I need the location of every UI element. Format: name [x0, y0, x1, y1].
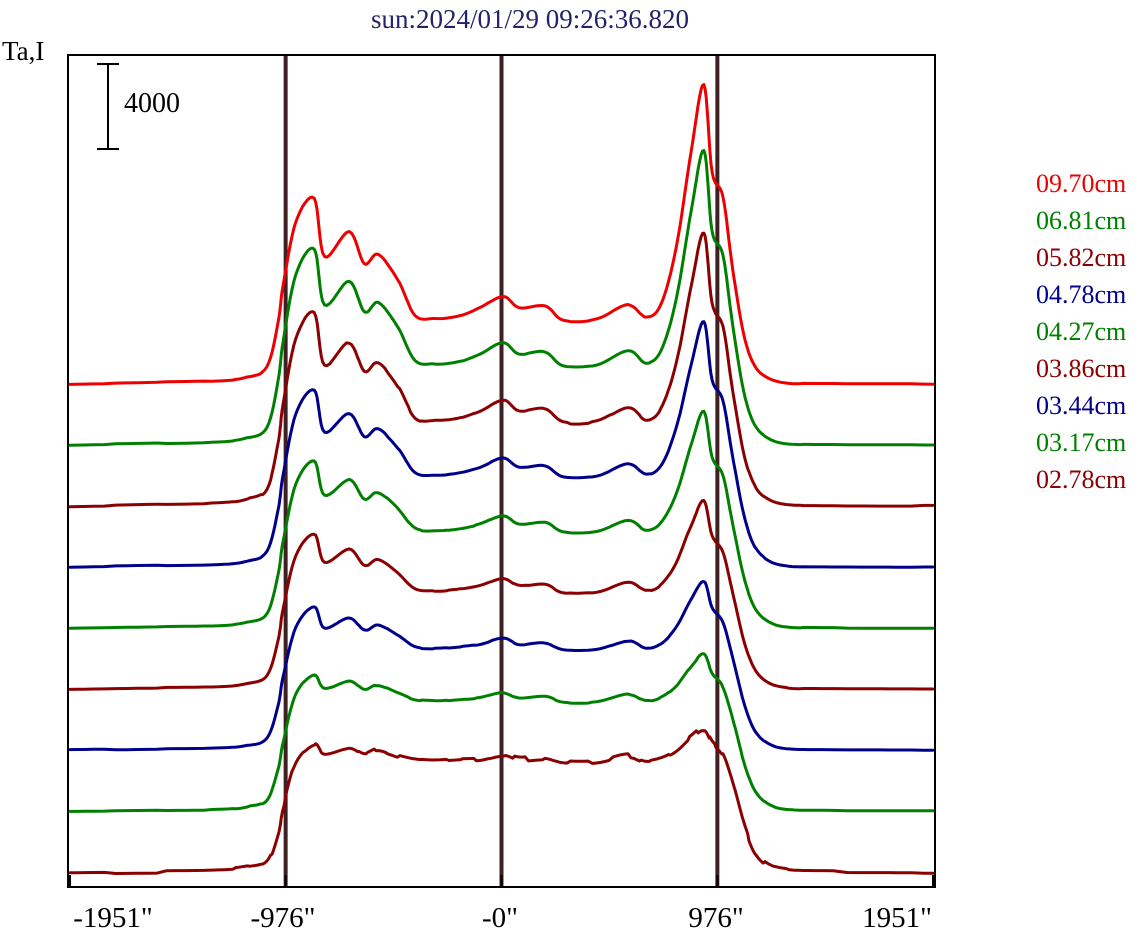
- series-curve-03.17cm: [68, 652, 935, 813]
- series-curve-04.78cm: [68, 320, 935, 569]
- legend-item-02.78cm: 02.78cm: [1036, 465, 1127, 494]
- x-tick-label--1951: -1951": [73, 902, 153, 934]
- series-curve-06.81cm: [68, 149, 935, 447]
- x-tick-label--976: -976": [250, 902, 316, 934]
- x-tick-label-976: 976": [688, 902, 744, 934]
- series-curve-02.78cm: [68, 729, 935, 875]
- x-tick-label-0: -0": [482, 902, 518, 934]
- x-tick-label-1951: 1951": [862, 902, 932, 934]
- chart-title: sun:2024/01/29 09:26:36.820: [370, 4, 689, 34]
- series-curve-04.27cm: [68, 409, 935, 630]
- legend-item-03.44cm: 03.44cm: [1036, 391, 1127, 420]
- y-axis-label: Ta,I: [2, 36, 45, 66]
- legend-item-09.70cm: 09.70cm: [1036, 169, 1127, 198]
- legend-item-03.86cm: 03.86cm: [1036, 354, 1127, 383]
- series-curve-03.44cm: [68, 580, 935, 752]
- series-curve-03.86cm: [68, 499, 935, 691]
- series-curve-09.70cm: [68, 83, 935, 386]
- scale-bar-value-label: 4000: [124, 88, 180, 119]
- legend-item-04.27cm: 04.27cm: [1036, 317, 1127, 346]
- legend-item-05.82cm: 05.82cm: [1036, 243, 1127, 272]
- plot-frame: [67, 54, 936, 888]
- series-curve-05.82cm: [68, 231, 935, 509]
- legend-item-03.17cm: 03.17cm: [1036, 428, 1127, 457]
- legend-item-06.81cm: 06.81cm: [1036, 206, 1127, 235]
- legend-item-04.78cm: 04.78cm: [1036, 280, 1127, 309]
